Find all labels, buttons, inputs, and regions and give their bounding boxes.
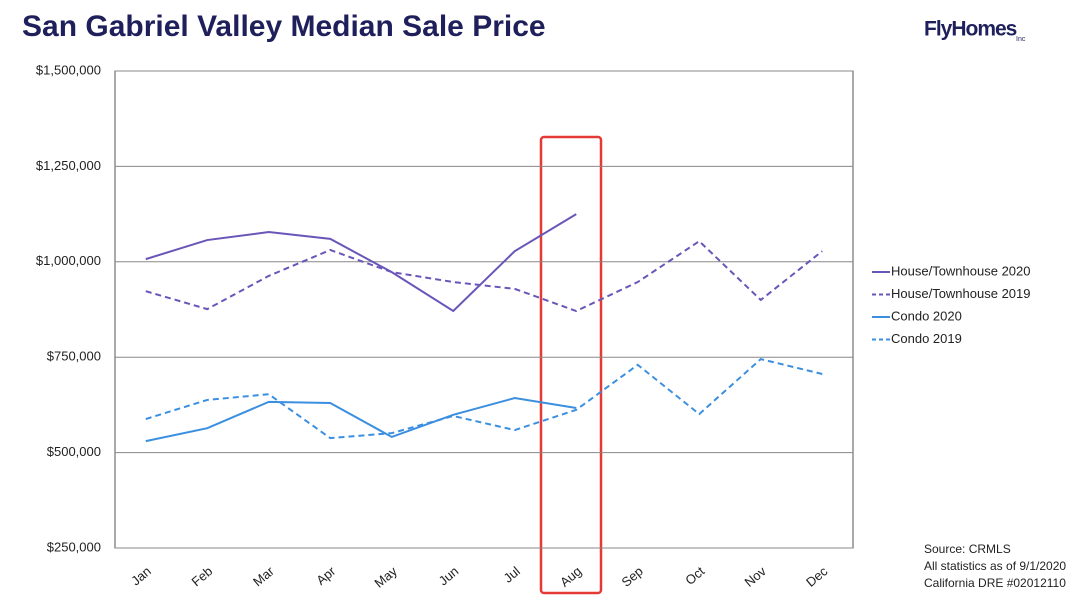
y-tick-label: $1,250,000 [36,158,101,173]
x-tick-label: Aug [557,563,584,589]
series-line [145,239,823,313]
legend-label: House/Townhouse 2020 [891,263,1031,278]
x-tick-label: May [371,563,400,591]
x-tick-label: Dec [803,563,831,590]
series-line [145,358,823,440]
x-tick-label: Nov [742,563,770,590]
source-note: California DRE #02012110 [924,576,1066,590]
highlight-box [539,135,603,595]
legend-label: House/Townhouse 2019 [891,286,1031,301]
y-tick-label: $250,000 [47,539,101,554]
plot-frame [114,70,854,549]
y-tick-label: $1,500,000 [36,62,101,77]
y-tick-label: $500,000 [47,444,101,459]
x-tick-label: Feb [189,563,216,589]
x-tick-label: Mar [250,563,277,589]
y-tick-label: $1,000,000 [36,253,101,268]
series-line [145,213,577,313]
x-tick-label: Jul [501,563,523,585]
x-tick-label: Apr [313,563,339,588]
logo: FlyHomes [924,18,1017,41]
x-tick-label: Jun [436,563,462,588]
x-tick-label: Jan [128,563,154,588]
logo-suffix: Inc [1016,36,1026,43]
series-line [145,397,577,443]
chart-title: San Gabriel Valley Median Sale Price [22,10,546,43]
legend-label: Condo 2020 [891,308,962,323]
source-note: Source: CRMLS [924,542,1011,556]
x-tick-label: Sep [619,563,646,589]
legend-label: Condo 2019 [891,331,962,346]
source-note: All statistics as of 9/1/2020 [924,559,1066,573]
x-tick-label: Oct [682,563,707,588]
y-tick-label: $750,000 [47,349,101,364]
